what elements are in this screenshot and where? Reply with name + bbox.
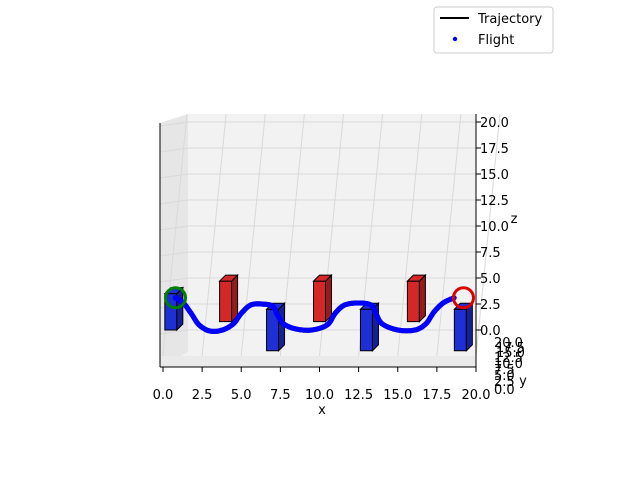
grid-line-x: [397, 113, 423, 357]
z-tick-label: 2.5: [480, 298, 501, 313]
obstacle-top: [312, 274, 333, 282]
legend-trajectory-label: Trajectory: [477, 12, 542, 27]
start-marker: [164, 286, 188, 310]
y-axis-label: y: [519, 374, 527, 389]
obstacle-front: [313, 280, 326, 323]
obstacle-side: [278, 301, 286, 353]
y-tick-label: 20.0: [494, 336, 523, 351]
y-tick-label: 17.5: [496, 341, 525, 356]
y-tick-label: 5.0: [494, 369, 515, 384]
obstacle-front: [453, 308, 467, 352]
grid-line-z-side: [159, 225, 189, 231]
z-tick-label: 0.0: [480, 324, 501, 339]
x-tick-label: 10.0: [305, 388, 334, 403]
z-tick-labels: 0.0 2.5 5.0 7.5 10.0 12.5 15.0 17.5 20.0: [476, 116, 509, 339]
grid-line-z-side: [159, 277, 189, 283]
y-tick-labels: 0.02.55.07.510.012.515.017.520.0: [494, 336, 525, 398]
x-tick-label: 5.0: [231, 388, 252, 403]
obstacle-front: [406, 280, 420, 323]
legend: Trajectory Flight: [433, 6, 554, 54]
legend-flight-label: Flight: [478, 33, 514, 48]
floor-pane: [160, 356, 476, 367]
obstacles: [163, 273, 474, 353]
y-tick-label: 10.0: [494, 357, 523, 372]
x-tick-label: 2.5: [192, 388, 213, 403]
y-tick-label: 0.0: [494, 383, 515, 398]
grid-line-z-side: [159, 173, 189, 179]
goal-marker: [451, 286, 475, 310]
obstacle-side: [231, 273, 239, 323]
x-axis-label: x: [318, 403, 326, 418]
z-tick-label: 15.0: [480, 168, 509, 183]
obstacle-top: [218, 274, 239, 282]
z-tick-label: 10.0: [480, 220, 509, 235]
grid-line-z-side: [159, 251, 189, 257]
y-tick-label: 7.5: [494, 363, 515, 378]
start-goal-markers: [164, 286, 475, 310]
z-tick-label: 17.5: [480, 142, 509, 157]
grid-line-z-side: [159, 329, 189, 335]
x-tick-labels: 0.0 2.5 5.0 7.5 10.0 12.5 15.0 17.5 20.0: [153, 367, 491, 403]
x-tick-label: 12.5: [344, 388, 373, 403]
z-tick-label: 7.5: [480, 246, 501, 261]
grid-line-x: [240, 113, 266, 357]
x-tick-label: 20.0: [462, 388, 491, 403]
y-tick-label: 2.5: [494, 375, 515, 390]
obstacle: [406, 273, 427, 323]
y-tick-label: 12.5: [494, 351, 523, 366]
z-tick-label: 5.0: [480, 272, 501, 287]
obstacle: [218, 273, 239, 323]
obstacle: [453, 301, 474, 353]
grid-line-z-side: [159, 121, 189, 127]
z-tick-label: 20.0: [480, 116, 509, 131]
obstacle-front: [359, 308, 373, 352]
grid-line-x: [436, 113, 462, 357]
obstacle-top: [406, 274, 427, 282]
obstacle-side: [325, 273, 332, 323]
x-tick-label: 15.0: [383, 388, 412, 403]
x-tick-label: 7.5: [270, 388, 291, 403]
grid-line-z-side: [159, 199, 189, 205]
obstacle-side: [418, 273, 426, 323]
z-axis-label: z: [511, 212, 518, 227]
y-tick-label: 15.0: [496, 346, 525, 361]
x-tick-label: 17.5: [422, 388, 451, 403]
trajectory-series: [172, 295, 457, 334]
x-tick-label: 0.0: [153, 388, 174, 403]
z-tick-label: 12.5: [480, 194, 509, 209]
grid-line-z-side: [159, 147, 189, 153]
legend-flight-swatch: [452, 36, 458, 42]
axes: [159, 114, 477, 368]
obstacle-front: [219, 280, 233, 323]
obstacle: [312, 273, 333, 323]
grid-line-x: [201, 113, 227, 357]
obstacle-side: [465, 301, 473, 353]
grid-line-x: [475, 113, 501, 357]
